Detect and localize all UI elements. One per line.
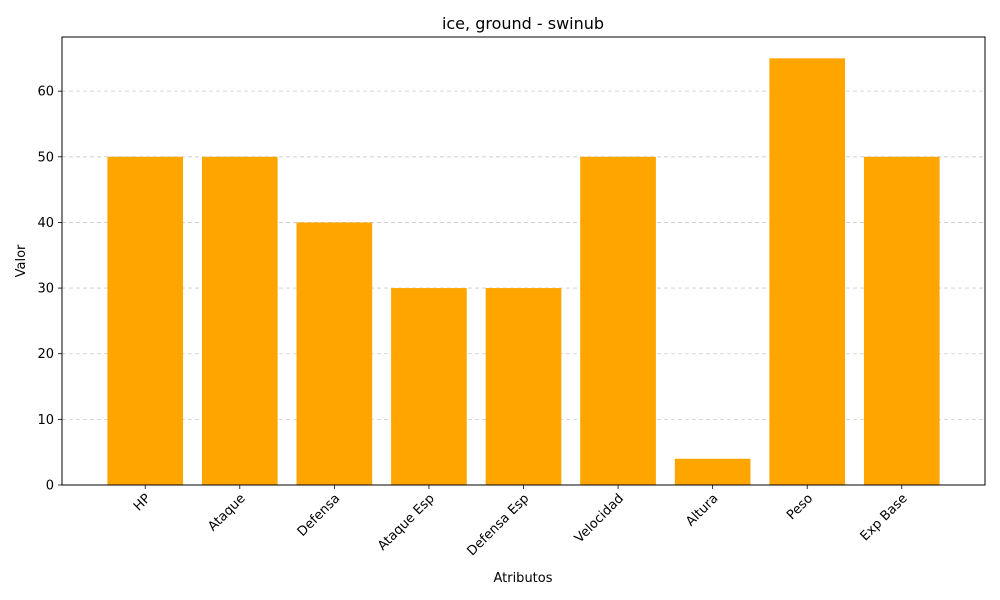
chart-title: ice, ground - swinub <box>442 14 604 33</box>
bar-hp <box>107 156 184 486</box>
bar-ataque <box>201 156 278 486</box>
y-tick-label: 60 <box>37 85 54 100</box>
y-axis-ticks: 0 10 20 30 40 50 60 <box>37 85 62 494</box>
y-tick-label: 0 <box>46 479 54 494</box>
bar-defensa-esp <box>485 288 562 485</box>
y-tick-label: 10 <box>37 413 54 428</box>
y-tick-label: 40 <box>37 216 54 231</box>
y-tick-label: 50 <box>37 150 54 165</box>
bar-peso <box>769 58 846 485</box>
bar-velocidad <box>580 156 656 486</box>
y-tick-label: 30 <box>37 282 54 297</box>
bar-altura <box>674 458 751 485</box>
x-axis-label: Atributos <box>493 571 552 586</box>
bar-ataque-esp <box>391 288 467 485</box>
y-axis-label: Valor <box>14 244 29 277</box>
bar-exp-base <box>863 156 940 486</box>
bars <box>107 58 940 486</box>
bar-defensa <box>296 222 373 485</box>
y-tick-label: 20 <box>37 347 54 362</box>
